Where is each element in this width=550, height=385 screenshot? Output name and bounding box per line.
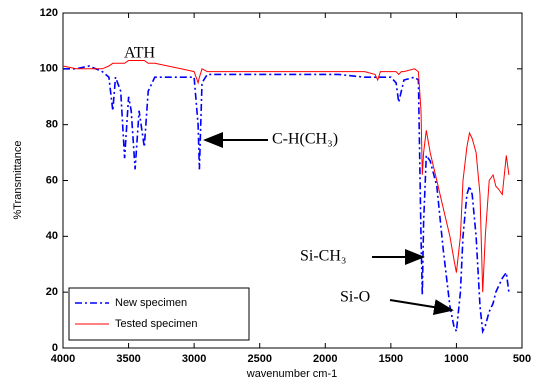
y-tick-label: 40	[46, 230, 58, 242]
annotation-arrow	[389, 299, 454, 316]
x-tick-label: 1500	[379, 353, 403, 365]
annotation: Si-O	[340, 289, 370, 306]
legend-label: New specimen	[115, 297, 187, 309]
legend-label: Tested specimen	[115, 318, 198, 330]
legend-box	[68, 287, 250, 341]
series-line	[63, 65, 510, 335]
x-tick-label: 2000	[313, 353, 337, 365]
x-tick-label: 1000	[444, 353, 468, 365]
x-axis-label: wavenumber cm-1	[246, 368, 337, 380]
annotation: Si-CH₃	[300, 248, 346, 265]
x-tick-label: 4000	[51, 353, 75, 365]
y-axis-label: %Transmittance	[12, 140, 24, 219]
y-tick-label: 60	[46, 174, 58, 186]
y-tick-label: 0	[52, 342, 58, 354]
x-tick-label: 3500	[116, 353, 140, 365]
y-tick-label: 20	[46, 286, 58, 298]
annotation: C-H(CH₃)	[272, 131, 338, 148]
series-line	[62, 60, 510, 293]
y-tick-label: 120	[40, 7, 58, 19]
x-tick-label: 2500	[247, 353, 271, 365]
x-tick-label: 500	[513, 353, 531, 365]
annotation: ATH	[124, 45, 156, 62]
y-tick-label: 100	[40, 63, 58, 75]
x-tick-label: 3000	[182, 353, 206, 365]
y-tick-label: 80	[46, 119, 58, 131]
